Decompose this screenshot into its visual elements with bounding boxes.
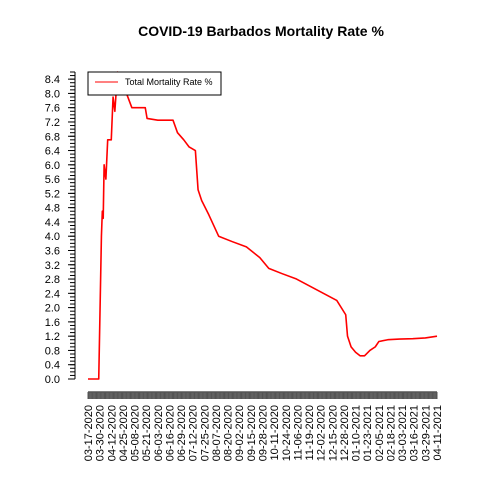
x-tick-label: 03-29-2021: [420, 405, 432, 461]
x-tick-label: 04-12-2020: [106, 405, 118, 461]
y-tick-label: 2.8: [45, 274, 60, 286]
x-tick-label: 09-15-2020: [246, 405, 258, 461]
y-tick-label: 5.2: [45, 188, 60, 200]
x-tick-label: 06-16-2020: [164, 405, 176, 461]
y-tick-label: 4.0: [45, 231, 60, 243]
y-tick-label: 3.6: [45, 245, 60, 257]
x-tick-label: 08-07-2020: [211, 405, 223, 461]
y-tick-label: 4.8: [45, 203, 60, 215]
y-tick-label: 6.4: [45, 146, 60, 158]
x-tick-label: 06-29-2020: [176, 405, 188, 461]
x-tick-label: 11-19-2020: [304, 405, 316, 460]
x-tick-label: 10-11-2020: [269, 405, 281, 460]
y-tick-label: 7.2: [45, 117, 60, 129]
x-tick-label: 07-25-2020: [199, 405, 211, 461]
y-tick-label: 6.8: [45, 131, 60, 143]
x-tick-label: 03-30-2020: [95, 405, 107, 461]
chart-title: COVID-19 Barbados Mortality Rate %: [138, 23, 384, 39]
x-axis: 03-17-2020 03-30-2020 04-12-2020 04-25-2020…: [83, 391, 444, 461]
x-tick-label: 05-08-2020: [130, 405, 142, 461]
y-axis: 0.0 0.4 0.8 1.2 1.6 2.0 2.4 2.8 3.2 3.6 4.0 4.4 4.8 5…: [45, 71, 76, 386]
x-tick-label: 04-11-2021: [432, 405, 444, 460]
x-tick-label: 01-10-2021: [351, 405, 363, 461]
x-tick-label: 01-23-2021: [362, 405, 374, 461]
x-tick-label: 12-02-2020: [316, 405, 328, 461]
x-tick-label: 12-15-2020: [327, 405, 339, 461]
y-tick-label: 8.4: [45, 74, 60, 86]
y-tick-label: 1.2: [45, 331, 60, 343]
y-tick-label: 7.6: [45, 103, 60, 115]
x-tick-label: 02-18-2021: [385, 405, 397, 461]
series-layer: [88, 71, 438, 380]
legend: Total Mortality Rate %: [87, 71, 222, 96]
x-tick-label: 07-12-2020: [188, 405, 200, 461]
y-tick-label: 0.0: [45, 374, 60, 386]
x-tick-label: 02-05-2021: [374, 405, 386, 461]
y-tick-label: 1.6: [45, 317, 60, 329]
x-tick-label: 08-20-2020: [223, 405, 235, 461]
y-tick-label: 2.0: [45, 303, 60, 315]
x-tick-label: 09-28-2020: [258, 405, 270, 461]
x-tick-label: 05-21-2020: [141, 405, 153, 461]
y-tick-label: 6.0: [45, 160, 60, 172]
x-tick-label: 09-02-2020: [234, 405, 246, 461]
x-tick-label: 03-16-2021: [409, 405, 421, 461]
y-tick-label: 3.2: [45, 260, 60, 272]
x-tick-label: 11-06-2020: [292, 405, 304, 460]
legend-box: [87, 71, 222, 96]
legend-label: Total Mortality Rate %: [125, 77, 213, 87]
y-tick-label: 4.4: [45, 217, 60, 229]
x-tick-label: 04-25-2020: [118, 405, 130, 461]
y-tick-label: 0.4: [45, 360, 60, 372]
y-tick-label: 0.8: [45, 345, 60, 357]
x-tick-label: 06-03-2020: [153, 405, 165, 461]
x-tick-label: 12-28-2020: [339, 405, 351, 461]
series-line-total-mortality-rate: [88, 71, 438, 380]
x-tick-label: 03-03-2021: [397, 405, 409, 461]
x-tick-label: 03-17-2020: [83, 405, 95, 461]
y-tick-label: 8.0: [45, 88, 60, 100]
y-tick-label: 5.6: [45, 174, 60, 186]
x-tick-label: 10-24-2020: [281, 405, 293, 461]
y-tick-label: 2.4: [45, 288, 60, 300]
